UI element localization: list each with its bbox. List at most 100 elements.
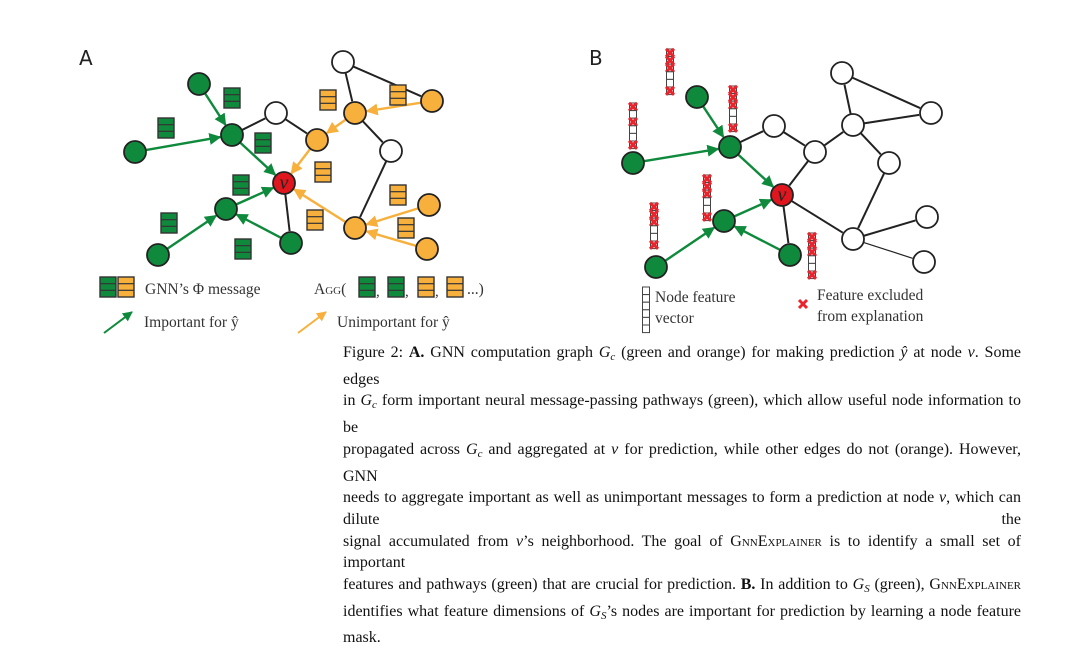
legend-message-green-icon <box>99 276 117 298</box>
message-box-icon <box>160 212 178 234</box>
x-stroke <box>648 216 660 228</box>
caption-segment: A. <box>408 344 425 361</box>
legend-message-label: GNN’s Φ message <box>145 281 261 298</box>
message-box-icon <box>387 276 405 298</box>
excluded-feature-icon <box>806 269 818 280</box>
important-message-icon <box>223 87 241 109</box>
figure-graphic: A B v,,, v GNN’s Φ message Agg( ...) Imp… <box>79 46 943 334</box>
caption-segment: In addition to <box>755 576 853 594</box>
caption-segment: G <box>589 602 601 620</box>
important-node <box>220 123 244 147</box>
caption-segment: in <box>343 392 361 410</box>
caption-line: identifies what feature dimensions of GS… <box>343 601 1021 649</box>
caption-segment: (green), <box>869 576 930 594</box>
agg-comma: , <box>435 284 439 300</box>
legend-excluded-icon <box>797 298 809 310</box>
unimportant-message-icon <box>389 84 407 106</box>
feature-cell <box>666 78 674 88</box>
important-message-icon <box>157 117 175 139</box>
feature-cell <box>629 110 637 119</box>
legend-excluded-line1: Feature excluded <box>817 287 924 304</box>
feature-cell <box>703 197 711 206</box>
excluded-feature-icon <box>806 231 818 242</box>
x-stroke <box>701 188 713 200</box>
edge <box>790 199 844 234</box>
message-box-icon <box>306 209 324 231</box>
legend-unimportant-label: Unimportant for ŷ <box>337 314 450 331</box>
important-edge-arrow <box>235 213 282 239</box>
feature-vector <box>806 231 818 280</box>
x-stroke <box>701 181 713 192</box>
important-node <box>644 255 668 279</box>
caption-segment: , which can dilute the <box>343 489 1021 528</box>
important-node <box>146 243 170 267</box>
legend-a: GNN’s Φ message Agg( ...) Important for … <box>103 281 484 334</box>
caption-segment: v <box>939 489 947 507</box>
caption-segment: G <box>598 344 611 361</box>
important-node <box>187 72 211 96</box>
caption-segment: v <box>516 532 524 550</box>
x-stroke <box>648 209 660 220</box>
edge <box>823 131 844 147</box>
x-stroke <box>627 139 639 150</box>
edge <box>361 120 384 143</box>
excluded-feature-icon <box>664 55 676 66</box>
caption-segment: . Some edges <box>343 344 1022 388</box>
node <box>264 101 288 125</box>
important-node <box>778 243 802 267</box>
excluded-feature-icon <box>701 211 713 222</box>
important-arrow-icon <box>103 311 133 334</box>
important-message-icon <box>232 174 250 196</box>
x-stroke <box>701 211 713 222</box>
feature-cell <box>642 309 650 318</box>
important-message-icon <box>234 238 252 260</box>
panel-a-graph: v,,, <box>99 50 464 300</box>
important-node <box>279 231 303 255</box>
legend-node-feature-icon <box>642 286 650 334</box>
excluded-feature-icon <box>627 101 639 112</box>
feature-vector <box>627 101 639 150</box>
figure-caption: Figure 2: A. GNN computation graph Gc (g… <box>343 342 1021 649</box>
excluded-feature-icon <box>727 99 739 111</box>
x-stroke <box>664 62 676 74</box>
caption-line: Figure 2: A. GNN computation graph Gc (g… <box>343 342 1021 390</box>
unimportant-edge-arrow <box>365 101 422 116</box>
excluded-feature-icon <box>701 188 713 200</box>
x-stroke <box>727 84 739 95</box>
excluded-feature-icon <box>727 92 739 103</box>
caption-segment: ŷ <box>900 344 908 361</box>
important-node <box>685 85 709 109</box>
x-stroke <box>797 298 809 310</box>
x-stroke <box>727 122 739 133</box>
caption-segment: propagated across <box>343 440 466 458</box>
panel-b-label: B <box>589 46 603 70</box>
edge <box>241 117 266 131</box>
feature-cell <box>808 262 816 272</box>
message-box-icon <box>254 132 272 154</box>
unimportant-edge-arrow <box>365 228 417 248</box>
message-box-icon <box>389 184 407 206</box>
excluded-feature-icon <box>664 47 676 58</box>
excluded-feature-icon <box>806 239 818 250</box>
unimportant-message-icon <box>319 89 337 111</box>
message-box-icon <box>319 89 337 111</box>
message-box-icon <box>157 117 175 139</box>
legend-message-orange-icon <box>117 276 135 298</box>
message-box-icon <box>358 276 376 298</box>
caption-line: needs to aggregate important as well as … <box>343 487 1021 530</box>
node <box>912 250 936 274</box>
edge <box>843 84 852 115</box>
excluded-feature-icon <box>664 62 676 74</box>
excluded-feature-icon <box>701 181 713 192</box>
excluded-feature-icon <box>701 173 713 184</box>
legend-node-feature-line1: Node feature <box>655 289 736 306</box>
node <box>803 140 827 164</box>
edge <box>782 205 790 244</box>
feature-cell <box>642 286 650 296</box>
agg-message-icon <box>417 276 435 298</box>
agg-message-icon <box>358 276 376 298</box>
feature-cell <box>642 301 650 311</box>
important-edge-arrow <box>733 225 781 252</box>
target-node-label: v <box>280 172 289 194</box>
excluded-feature-icon <box>648 209 660 220</box>
